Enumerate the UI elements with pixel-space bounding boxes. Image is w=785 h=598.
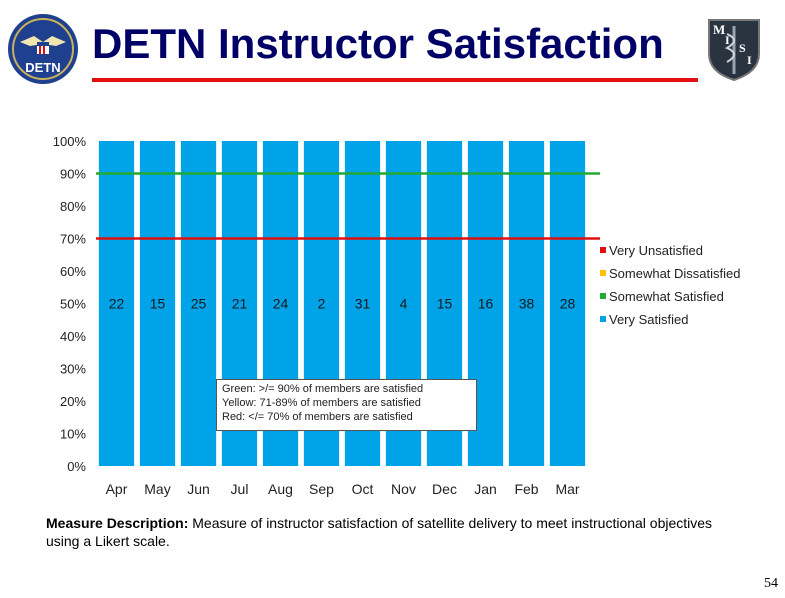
- threshold-legend-green: Green: >/= 90% of members are satisfied: [222, 383, 424, 395]
- measure-description-label: Measure Description:: [46, 515, 189, 531]
- satisfaction-bar-chart: 0% 10% 20% 30% 40% 50% 60% 70% 80% 90% 100% 22 Apr 15…: [53, 134, 741, 497]
- x-tick-label: Sep: [309, 481, 334, 497]
- y-tick-label: 30%: [60, 362, 86, 377]
- threshold-legend-box: Green: >/= 90% of members are satisfied …: [216, 379, 477, 431]
- bar-very-satisfied: [98, 141, 135, 466]
- y-tick-label: 70%: [60, 232, 86, 247]
- legend-swatch: [600, 247, 606, 253]
- y-tick-label: 20%: [60, 394, 86, 409]
- legend-swatch: [600, 293, 606, 299]
- bar-data-label: 25: [191, 296, 207, 312]
- x-tick-label: Aug: [268, 481, 293, 497]
- bar-data-label: 16: [478, 296, 494, 312]
- page-title: DETN Instructor Satisfaction: [92, 20, 664, 67]
- x-tick-label: Dec: [432, 481, 457, 497]
- bar-data-label: 24: [273, 296, 289, 312]
- x-tick-label: Nov: [391, 481, 416, 497]
- bar-data-label: 31: [355, 296, 371, 312]
- legend-swatch: [600, 270, 606, 276]
- y-tick-label: 60%: [60, 264, 86, 279]
- measure-description: Measure Description: Measure of instruct…: [46, 514, 746, 550]
- y-tick-label: 50%: [60, 297, 86, 312]
- bar-data-label: 38: [519, 296, 535, 312]
- svg-text:I: I: [725, 33, 730, 47]
- bar-data-label: 2: [318, 296, 326, 312]
- y-tick-label: 100%: [53, 134, 87, 149]
- bar-data-label: 21: [232, 296, 248, 312]
- legend-swatch: [600, 316, 606, 322]
- legend-label: Very Satisfied: [609, 312, 689, 327]
- bar-very-satisfied: [139, 141, 176, 466]
- svg-text:I: I: [747, 53, 752, 67]
- legend-label: Somewhat Dissatisfied: [609, 266, 741, 281]
- bar-data-label: 4: [400, 296, 408, 312]
- y-tick-label: 80%: [60, 199, 86, 214]
- y-tick-label: 10%: [60, 427, 86, 442]
- legend-label: Very Unsatisfied: [609, 243, 703, 258]
- bar-data-label: 22: [109, 296, 125, 312]
- x-tick-label: Feb: [514, 481, 538, 497]
- bar-very-satisfied: [549, 141, 586, 466]
- detn-logo: DETN: [8, 14, 78, 84]
- x-tick-label: May: [144, 481, 170, 497]
- svg-text:DETN: DETN: [25, 60, 60, 75]
- y-tick-label: 40%: [60, 329, 86, 344]
- mitsi-shield-logo: M I S I: [708, 19, 760, 82]
- bar-data-label: 28: [560, 296, 576, 312]
- svg-text:M: M: [713, 22, 725, 37]
- x-tick-label: Jan: [474, 481, 497, 497]
- x-tick-label: Jun: [187, 481, 210, 497]
- page-number: 54: [764, 576, 778, 591]
- x-tick-label: Jul: [231, 481, 249, 497]
- title-underline: [92, 78, 698, 82]
- y-tick-label: 0%: [67, 459, 86, 474]
- bar-data-label: 15: [437, 296, 453, 312]
- x-tick-label: Mar: [555, 481, 579, 497]
- threshold-legend-red: Red: </= 70% of members are satisfied: [222, 411, 413, 423]
- x-tick-label: Apr: [106, 481, 128, 497]
- x-tick-label: Oct: [352, 481, 374, 497]
- y-tick-label: 90%: [60, 167, 86, 182]
- bar-very-satisfied: [180, 141, 217, 466]
- svg-text:S: S: [739, 41, 746, 55]
- bar-data-label: 15: [150, 296, 166, 312]
- threshold-legend-yellow: Yellow: 71-89% of members are satisfied: [222, 397, 421, 409]
- legend-label: Somewhat Satisfied: [609, 289, 724, 304]
- bar-very-satisfied: [508, 141, 545, 466]
- measure-description-text: Measure of instructor satisfaction of sa…: [46, 515, 713, 549]
